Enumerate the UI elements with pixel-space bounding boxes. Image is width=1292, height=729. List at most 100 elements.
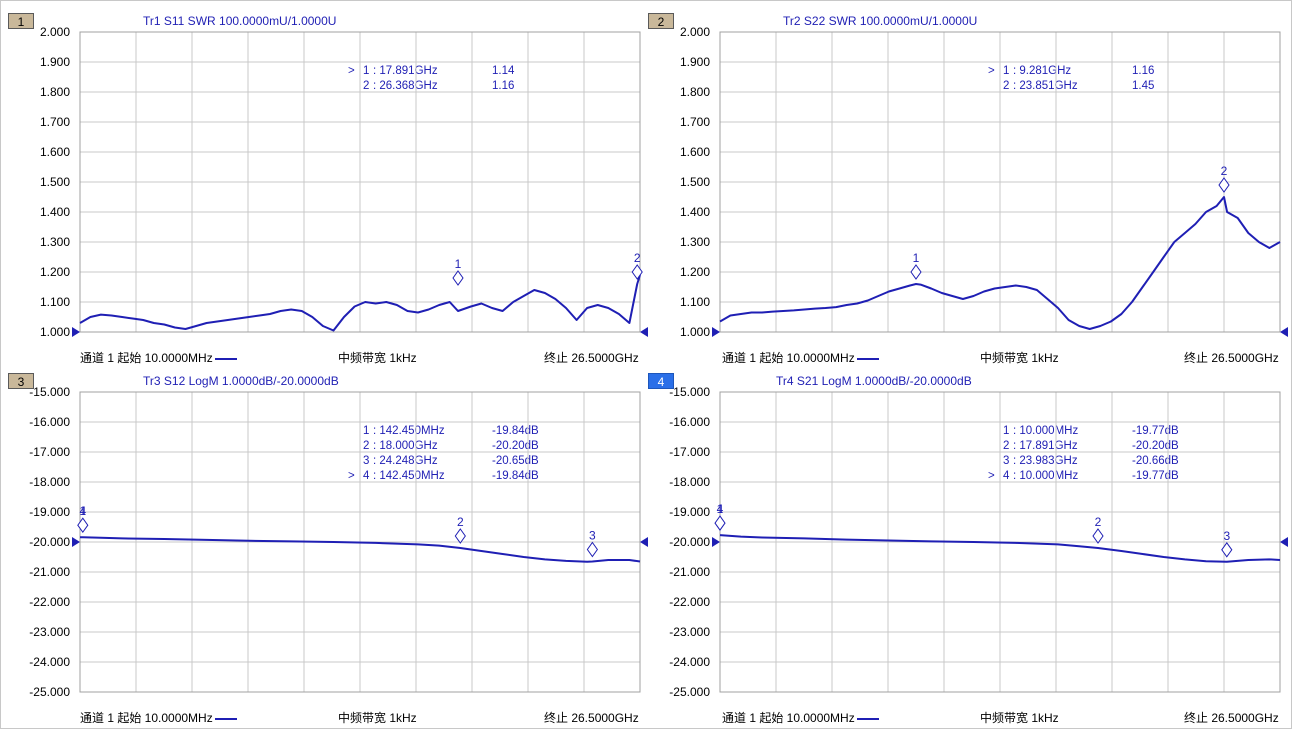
ref-arrow-left-icon[interactable] [712, 327, 720, 337]
ref-arrow-left-icon[interactable] [72, 537, 80, 547]
marker-active-indicator: > [348, 470, 355, 482]
marker-number: 1 [363, 425, 370, 437]
marker-frequency: : 142.450MHz [373, 425, 445, 437]
channel-badge[interactable]: 1 [8, 13, 34, 29]
marker-row[interactable]: 3: 23.983GHz -20.66dB [648, 454, 1288, 469]
y-tick-label: 1.100 [679, 295, 710, 309]
ref-arrow-right-icon[interactable] [1280, 327, 1288, 337]
trace-plot[interactable]: 1 2 3 4 [648, 373, 1288, 725]
marker-row[interactable]: >1: 9.281GHz 1.16 [648, 64, 1288, 79]
channel-panel-1[interactable]: 1 Tr1 S11 SWR 100.0000mU/1.0000U 2.000 1.… [8, 13, 648, 365]
trace-line[interactable] [80, 536, 641, 563]
marker-number: 1 [1003, 65, 1010, 77]
y-tick-label: -20.000 [669, 535, 710, 549]
trace-title[interactable]: Tr2 S22 SWR 100.0000mU/1.0000U [783, 14, 978, 28]
marker-row[interactable]: 2: 17.891GHz -20.20dB [648, 439, 1288, 454]
marker-frequency: : 18.000GHz [373, 440, 438, 452]
marker-value: -20.66dB [1132, 455, 1179, 467]
start-freq-text: 通道 1 起始 10.0000MHz [722, 711, 855, 725]
y-tick-label: 1.700 [679, 115, 710, 129]
marker-number-label: 4 [717, 502, 724, 516]
marker-row[interactable]: 1: 142.450MHz -19.84dB [8, 424, 648, 439]
footer-start: 通道 1 起始 10.0000MHz [80, 709, 237, 726]
trace-plot[interactable]: 1 2 3 4 [8, 373, 648, 725]
marker-row[interactable]: >4: 142.450MHz -19.84dB [8, 469, 648, 484]
ref-arrow-left-icon[interactable] [712, 537, 720, 547]
marker-value: -20.20dB [1132, 440, 1179, 452]
y-tick-label: 1.400 [679, 205, 710, 219]
y-tick-label: 1.600 [39, 145, 70, 159]
marker-diamond-icon[interactable] [1092, 528, 1104, 544]
trace-line[interactable] [719, 534, 1281, 563]
start-freq-text: 通道 1 起始 10.0000MHz [722, 351, 855, 365]
marker-frequency: : 26.368GHz [373, 80, 438, 92]
grid-border [719, 31, 1281, 333]
y-tick-label: 1.900 [39, 55, 70, 69]
marker-active-indicator: > [348, 65, 355, 77]
marker-diamond-icon[interactable] [454, 528, 466, 544]
y-tick-label: -21.000 [29, 565, 70, 579]
ref-arrow-right-icon[interactable] [640, 327, 648, 337]
marker-diamond-icon[interactable] [910, 264, 922, 280]
ref-arrow-right-icon[interactable] [1280, 537, 1288, 547]
marker-row[interactable]: >4: 10.000MHz -19.77dB [648, 469, 1288, 484]
channel-badge[interactable]: 2 [648, 13, 674, 29]
y-tick-label: 1.200 [39, 265, 70, 279]
y-tick-label: 1.000 [39, 325, 70, 339]
trace-title[interactable]: Tr3 S12 LogM 1.0000dB/-20.0000dB [143, 374, 339, 388]
footer-bandwidth: 中频带宽 1kHz [980, 711, 1059, 725]
trace-title[interactable]: Tr4 S21 LogM 1.0000dB/-20.0000dB [776, 374, 972, 388]
marker-number: 4 [1003, 470, 1010, 482]
y-tick-label: -16.000 [29, 415, 70, 429]
trace-line[interactable] [79, 274, 641, 332]
y-tick-label: -23.000 [669, 625, 710, 639]
marker-row[interactable]: 1: 10.000MHz -19.77dB [648, 424, 1288, 439]
grid-border [79, 31, 641, 333]
trace-line-legend [214, 717, 237, 720]
grid [79, 31, 641, 333]
marker-row[interactable]: 2: 23.851GHz 1.45 [648, 79, 1288, 94]
ref-arrow-right-icon[interactable] [640, 537, 648, 547]
marker-diamond-icon[interactable] [1218, 177, 1230, 193]
marker-frequency: : 23.851GHz [1013, 80, 1078, 92]
marker-number-label: 2 [1221, 164, 1228, 178]
marker-number: 1 [1003, 425, 1010, 437]
marker-diamond-icon[interactable] [714, 515, 726, 531]
marker-diamond-icon[interactable] [452, 270, 464, 286]
marker-frequency: : 24.248GHz [373, 455, 438, 467]
marker-frequency: : 10.000MHz [1013, 425, 1079, 437]
y-tick-label: -15.000 [669, 385, 710, 399]
marker-number: 2 [363, 80, 370, 92]
channel-badge[interactable]: 4 [648, 373, 674, 389]
marker-diamond-icon[interactable] [77, 517, 89, 534]
y-tick-label: 2.000 [679, 25, 710, 39]
marker-number-label: 2 [1095, 515, 1102, 529]
y-tick-label: 1.000 [679, 325, 710, 339]
y-tick-label: 1.200 [679, 265, 710, 279]
marker-row[interactable]: 2: 26.368GHz 1.16 [8, 79, 648, 94]
channel-badge[interactable]: 3 [8, 373, 34, 389]
trace-plot[interactable]: 12 [648, 13, 1288, 365]
channel-panel-3[interactable]: 3 Tr3 S12 LogM 1.0000dB/-20.0000dB -15.0… [8, 373, 648, 725]
trace-line[interactable] [719, 196, 1281, 330]
marker-number: 1 [363, 65, 370, 77]
marker-value: -19.84dB [492, 425, 539, 437]
marker-diamond-icon[interactable] [631, 264, 643, 280]
ref-arrow-left-icon[interactable] [72, 327, 80, 337]
y-tick-label: 1.900 [679, 55, 710, 69]
channel-panel-4[interactable]: 4 Tr4 S21 LogM 1.0000dB/-20.0000dB -15.0… [648, 373, 1288, 725]
channel-panel-2[interactable]: 2 Tr2 S22 SWR 100.0000mU/1.0000U 2.000 1.… [648, 13, 1288, 365]
marker-row[interactable]: 2: 18.000GHz -20.20dB [8, 439, 648, 454]
marker-row[interactable]: 3: 24.248GHz -20.65dB [8, 454, 648, 469]
marker-value: 1.14 [492, 65, 515, 77]
y-tick-label: 1.800 [39, 85, 70, 99]
trace-line-legend [856, 717, 879, 720]
grid [79, 391, 641, 693]
marker-frequency: : 23.983GHz [1013, 455, 1078, 467]
trace-title[interactable]: Tr1 S11 SWR 100.0000mU/1.0000U [143, 14, 337, 28]
marker-diamond-icon[interactable] [586, 541, 599, 558]
marker-frequency: : 17.891GHz [1013, 440, 1078, 452]
marker-diamond-icon[interactable] [1221, 541, 1233, 558]
marker-row[interactable]: >1: 17.891GHz 1.14 [8, 64, 648, 79]
